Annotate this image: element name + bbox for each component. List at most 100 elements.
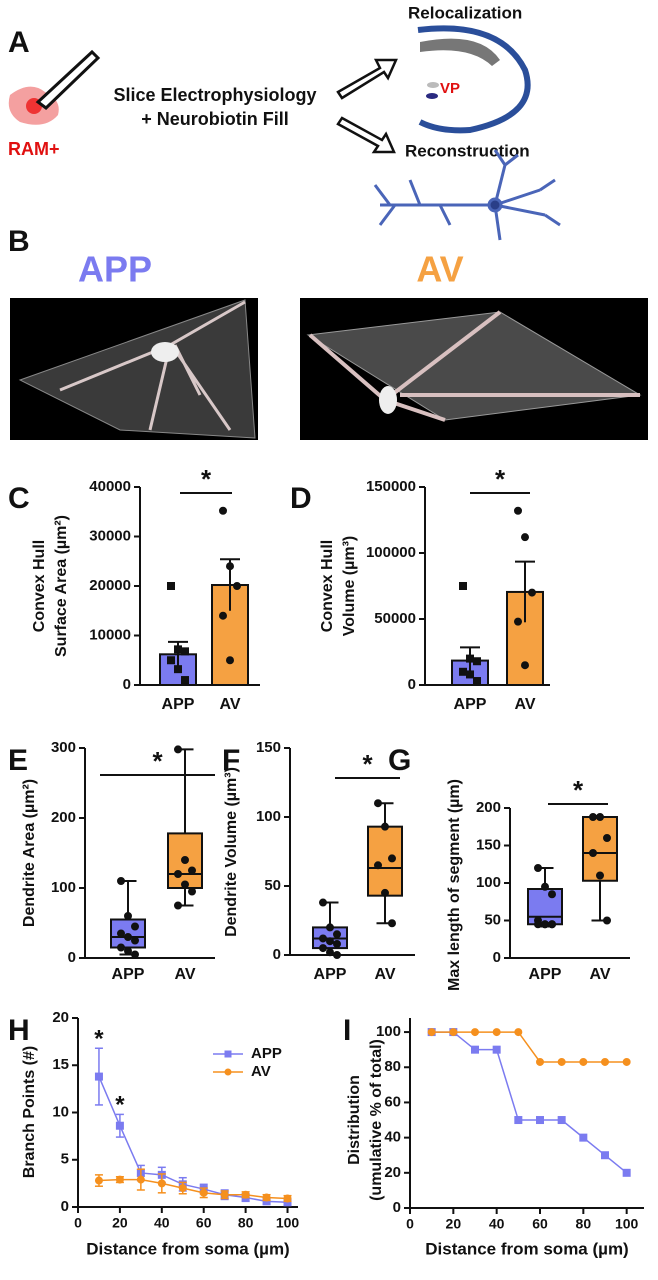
y-axis-label: Surface Area (µm²)	[53, 515, 70, 657]
marker	[117, 929, 125, 938]
y-tick-label: 200	[476, 799, 501, 816]
y-axis-label: Convex Hull	[31, 540, 48, 632]
marker	[131, 922, 139, 931]
y-tick-label: 15	[52, 1056, 69, 1073]
y-tick-label: 0	[493, 949, 501, 966]
marker	[492, 1028, 501, 1037]
marker	[601, 1057, 609, 1066]
marker	[601, 1151, 609, 1160]
marker	[174, 645, 182, 654]
marker	[622, 1168, 631, 1177]
box	[527, 888, 563, 926]
marker	[131, 936, 139, 945]
y-tick-label: 150	[476, 836, 501, 853]
method-text: + Neurobiotin Fill	[141, 109, 289, 129]
marker	[124, 912, 132, 920]
y-tick-label: 100000	[366, 544, 416, 561]
y-tick-label: 100	[256, 808, 281, 825]
group-title: APP	[78, 249, 152, 290]
marker	[319, 944, 327, 953]
y-tick-label: 5	[61, 1151, 69, 1168]
marker	[188, 866, 196, 875]
y-tick-label: 150	[256, 739, 281, 756]
significance-label: *	[573, 775, 584, 805]
x-tick-label: 40	[154, 1215, 170, 1231]
marker	[226, 656, 234, 665]
marker	[471, 1045, 479, 1054]
y-tick-label: 0	[393, 1199, 401, 1216]
marker	[283, 1194, 292, 1203]
marker	[181, 676, 189, 685]
marker	[459, 667, 467, 676]
marker	[241, 1190, 250, 1199]
marker	[579, 1057, 588, 1066]
panel-letter: G	[388, 744, 411, 777]
marker	[326, 923, 334, 932]
marker	[319, 898, 327, 907]
marker	[157, 1179, 166, 1188]
x-tick-label: APP	[162, 696, 195, 713]
x-tick-label: APP	[454, 696, 487, 713]
marker	[427, 1028, 436, 1037]
marker	[233, 582, 241, 590]
marker	[557, 1116, 566, 1125]
region-label: VP	[440, 80, 460, 97]
x-tick-label: 40	[489, 1216, 505, 1232]
y-tick-label: 150000	[366, 478, 416, 495]
marker	[473, 677, 481, 686]
x-tick-label: AV	[374, 966, 395, 983]
series-line	[98, 1076, 288, 1204]
x-tick-label: 0	[74, 1215, 82, 1231]
marker	[117, 943, 125, 952]
marker	[94, 1072, 103, 1081]
marker	[536, 1057, 544, 1066]
arrows	[336, 58, 398, 154]
x-tick-label: APP	[314, 966, 347, 983]
y-tick-label: 100	[376, 1023, 401, 1040]
marker	[548, 920, 556, 929]
marker	[94, 1176, 103, 1185]
marker	[124, 947, 132, 955]
x-tick-label: 60	[196, 1215, 212, 1231]
y-tick-label: 50000	[374, 610, 416, 627]
marker	[174, 870, 182, 878]
marker	[226, 562, 234, 571]
legend-marker	[224, 1050, 232, 1058]
significance-label: *	[362, 749, 373, 779]
marker	[473, 657, 481, 666]
marker	[333, 939, 341, 948]
box	[367, 825, 403, 897]
method-text: Slice Electrophysiology	[113, 85, 316, 105]
y-tick-label: 300	[51, 739, 76, 756]
panel-letter: B	[8, 225, 30, 258]
x-tick-label: 60	[532, 1216, 548, 1232]
panel-letter: E	[8, 744, 28, 777]
y-axis-label: Distribution	[346, 1075, 363, 1165]
marker	[534, 920, 542, 929]
marker	[388, 854, 396, 863]
y-tick-label: 50	[264, 877, 281, 894]
marker	[319, 934, 327, 943]
marker	[219, 611, 227, 620]
panel-letter: H	[8, 1014, 30, 1047]
x-tick-label: 20	[446, 1216, 462, 1232]
marker	[492, 1045, 501, 1054]
marker	[589, 813, 597, 821]
panel-letter: F	[222, 744, 240, 777]
series-line	[431, 1031, 627, 1063]
x-tick-label: 100	[615, 1216, 639, 1232]
y-axis-label: Dendrite Area (µm²)	[21, 779, 38, 927]
marker	[603, 834, 611, 842]
y-tick-label: 20	[52, 1009, 69, 1026]
output-label: Reconstruction	[405, 141, 530, 160]
marker	[167, 582, 175, 590]
y-tick-label: 100	[476, 874, 501, 891]
significance-label: *	[201, 464, 212, 494]
x-axis-label: Distance from soma (µm)	[86, 1239, 289, 1258]
box	[582, 816, 618, 882]
neuron-reconstruction	[373, 149, 561, 241]
y-axis-label: Dendrite Volume (µm³)	[223, 767, 240, 937]
x-tick-label: AV	[219, 696, 240, 713]
marker	[536, 1116, 544, 1125]
